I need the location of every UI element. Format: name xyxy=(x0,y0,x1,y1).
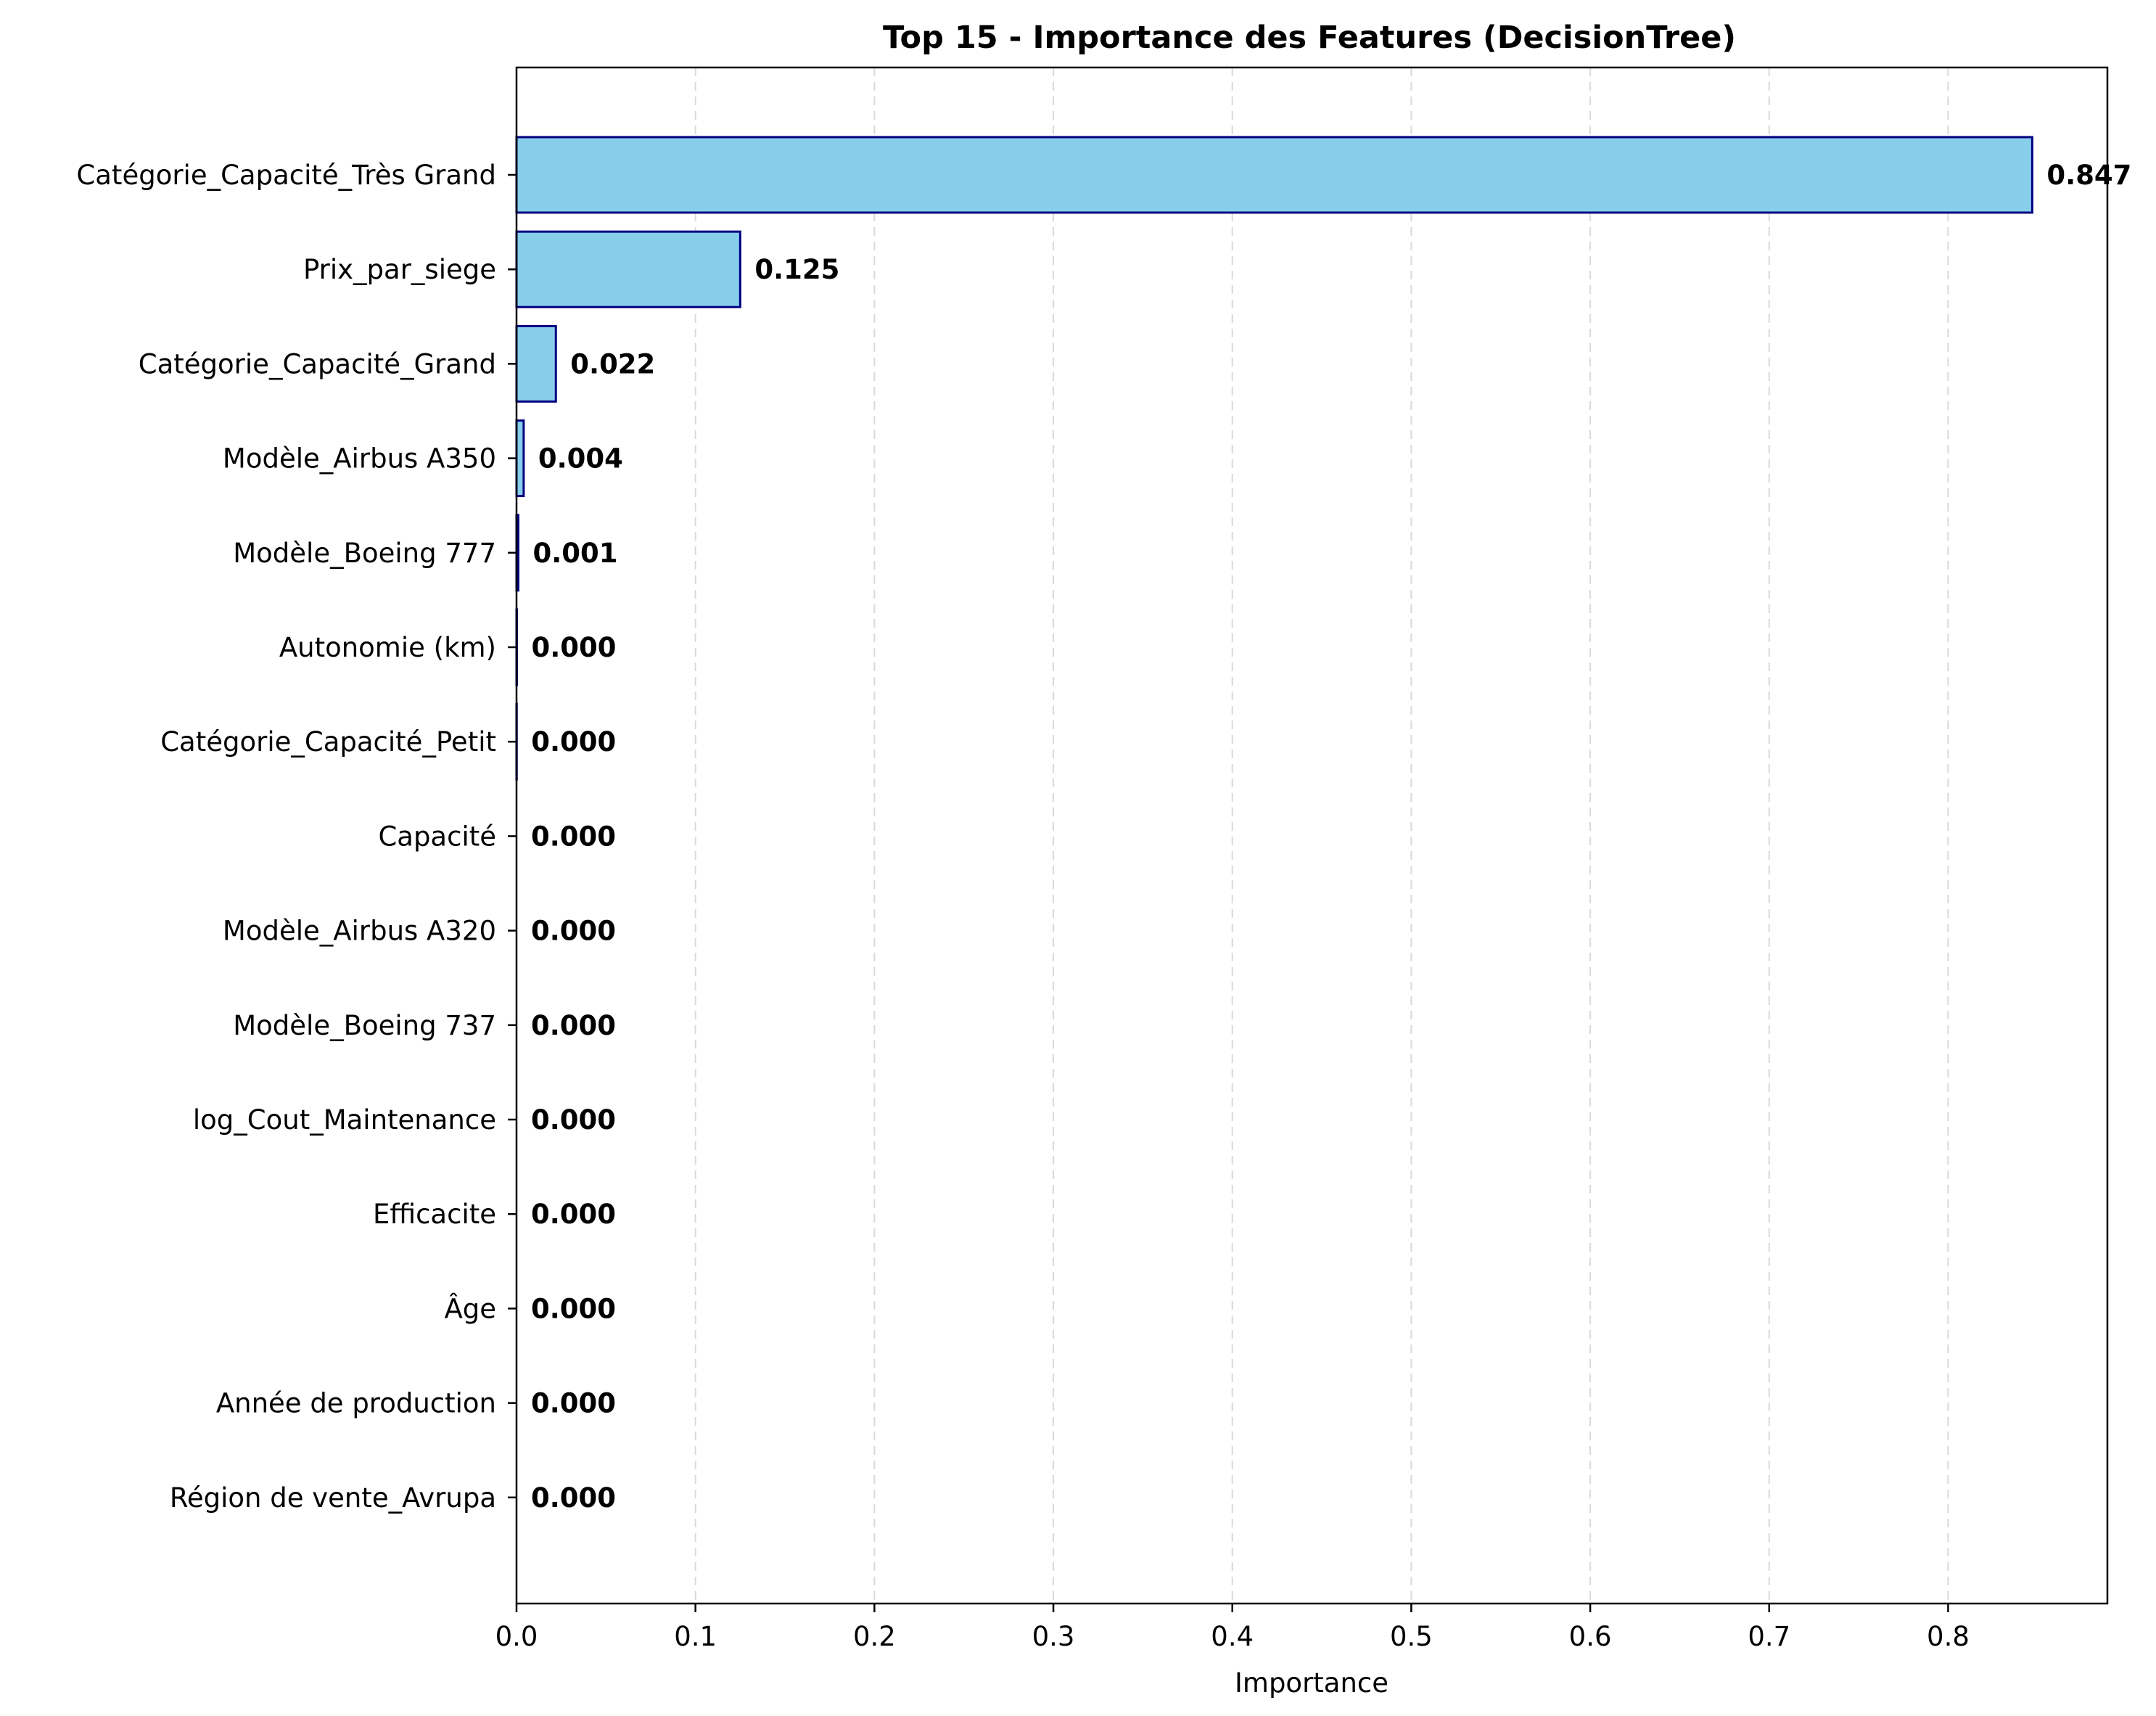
data-label: 0.001 xyxy=(532,538,617,569)
y-axis: Catégorie_Capacité_Très Grand Prix_par_si… xyxy=(76,160,517,1514)
data-label: 0.125 xyxy=(754,254,839,285)
bar-layer: 0.847 0.125 0.022 0.004 0.001 0.000 0.000 0.000… xyxy=(515,136,2131,1514)
data-label: 0.000 xyxy=(531,1104,616,1136)
chart-title: Top 15 - Importance des Features (Decisi… xyxy=(883,20,1736,56)
y-tick-label: Catégorie_Capacité_Très Grand xyxy=(76,160,496,191)
bar xyxy=(515,324,557,403)
data-label: 0.000 xyxy=(531,1010,616,1041)
y-tick-label: Autonomie (km) xyxy=(279,632,496,663)
data-label: 0.000 xyxy=(531,1199,616,1230)
data-label: 0.004 xyxy=(538,443,623,475)
x-tick-label: 0.1 xyxy=(674,1621,717,1652)
x-tick-label: 0.3 xyxy=(1032,1621,1075,1652)
data-label: 0.000 xyxy=(531,1388,616,1419)
data-label: 0.000 xyxy=(531,1482,616,1514)
bar xyxy=(515,230,741,308)
data-label: 0.000 xyxy=(531,821,616,852)
x-axis: 0.0 0.1 0.2 0.3 0.4 0.5 0.6 0.7 0.8 xyxy=(495,1604,1970,1652)
x-tick-label: 0.6 xyxy=(1569,1621,1612,1652)
y-tick-label: log_Cout_Maintenance xyxy=(193,1104,496,1136)
y-tick-label: Prix_par_siege xyxy=(303,254,496,285)
data-label: 0.000 xyxy=(531,1293,616,1324)
y-tick-label: Catégorie_Capacité_Grand xyxy=(139,348,496,379)
x-axis-label: Importance xyxy=(1235,1667,1388,1699)
y-tick-label: Efficacite xyxy=(373,1199,496,1230)
x-tick-label: 0.7 xyxy=(1748,1621,1790,1652)
x-tick-label: 0.2 xyxy=(853,1621,896,1652)
x-tick-label: 0.8 xyxy=(1927,1621,1970,1652)
data-label: 0.000 xyxy=(531,632,616,663)
y-tick-label: Modèle_Airbus A350 xyxy=(223,443,496,475)
y-tick-label: Année de production xyxy=(216,1388,496,1419)
y-tick-label: Âge xyxy=(444,1292,496,1324)
data-label: 0.000 xyxy=(531,916,616,947)
bar xyxy=(515,419,525,498)
y-tick-label: Capacité xyxy=(378,821,496,852)
y-tick-label: Modèle_Airbus A320 xyxy=(223,916,496,947)
y-tick-label: Région de vente_Avrupa xyxy=(170,1482,496,1514)
x-tick-label: 0.0 xyxy=(495,1621,538,1652)
y-tick-label: Catégorie_Capacité_Petit xyxy=(160,726,496,758)
data-label: 0.847 xyxy=(2046,160,2131,191)
data-label: 0.000 xyxy=(531,726,616,758)
data-label: 0.022 xyxy=(570,348,655,379)
y-tick-label: Modèle_Boeing 737 xyxy=(233,1010,496,1041)
x-tick-label: 0.5 xyxy=(1390,1621,1433,1652)
x-tick-label: 0.4 xyxy=(1211,1621,1254,1652)
bar xyxy=(515,136,2033,214)
y-tick-label: Modèle_Boeing 777 xyxy=(233,538,496,569)
